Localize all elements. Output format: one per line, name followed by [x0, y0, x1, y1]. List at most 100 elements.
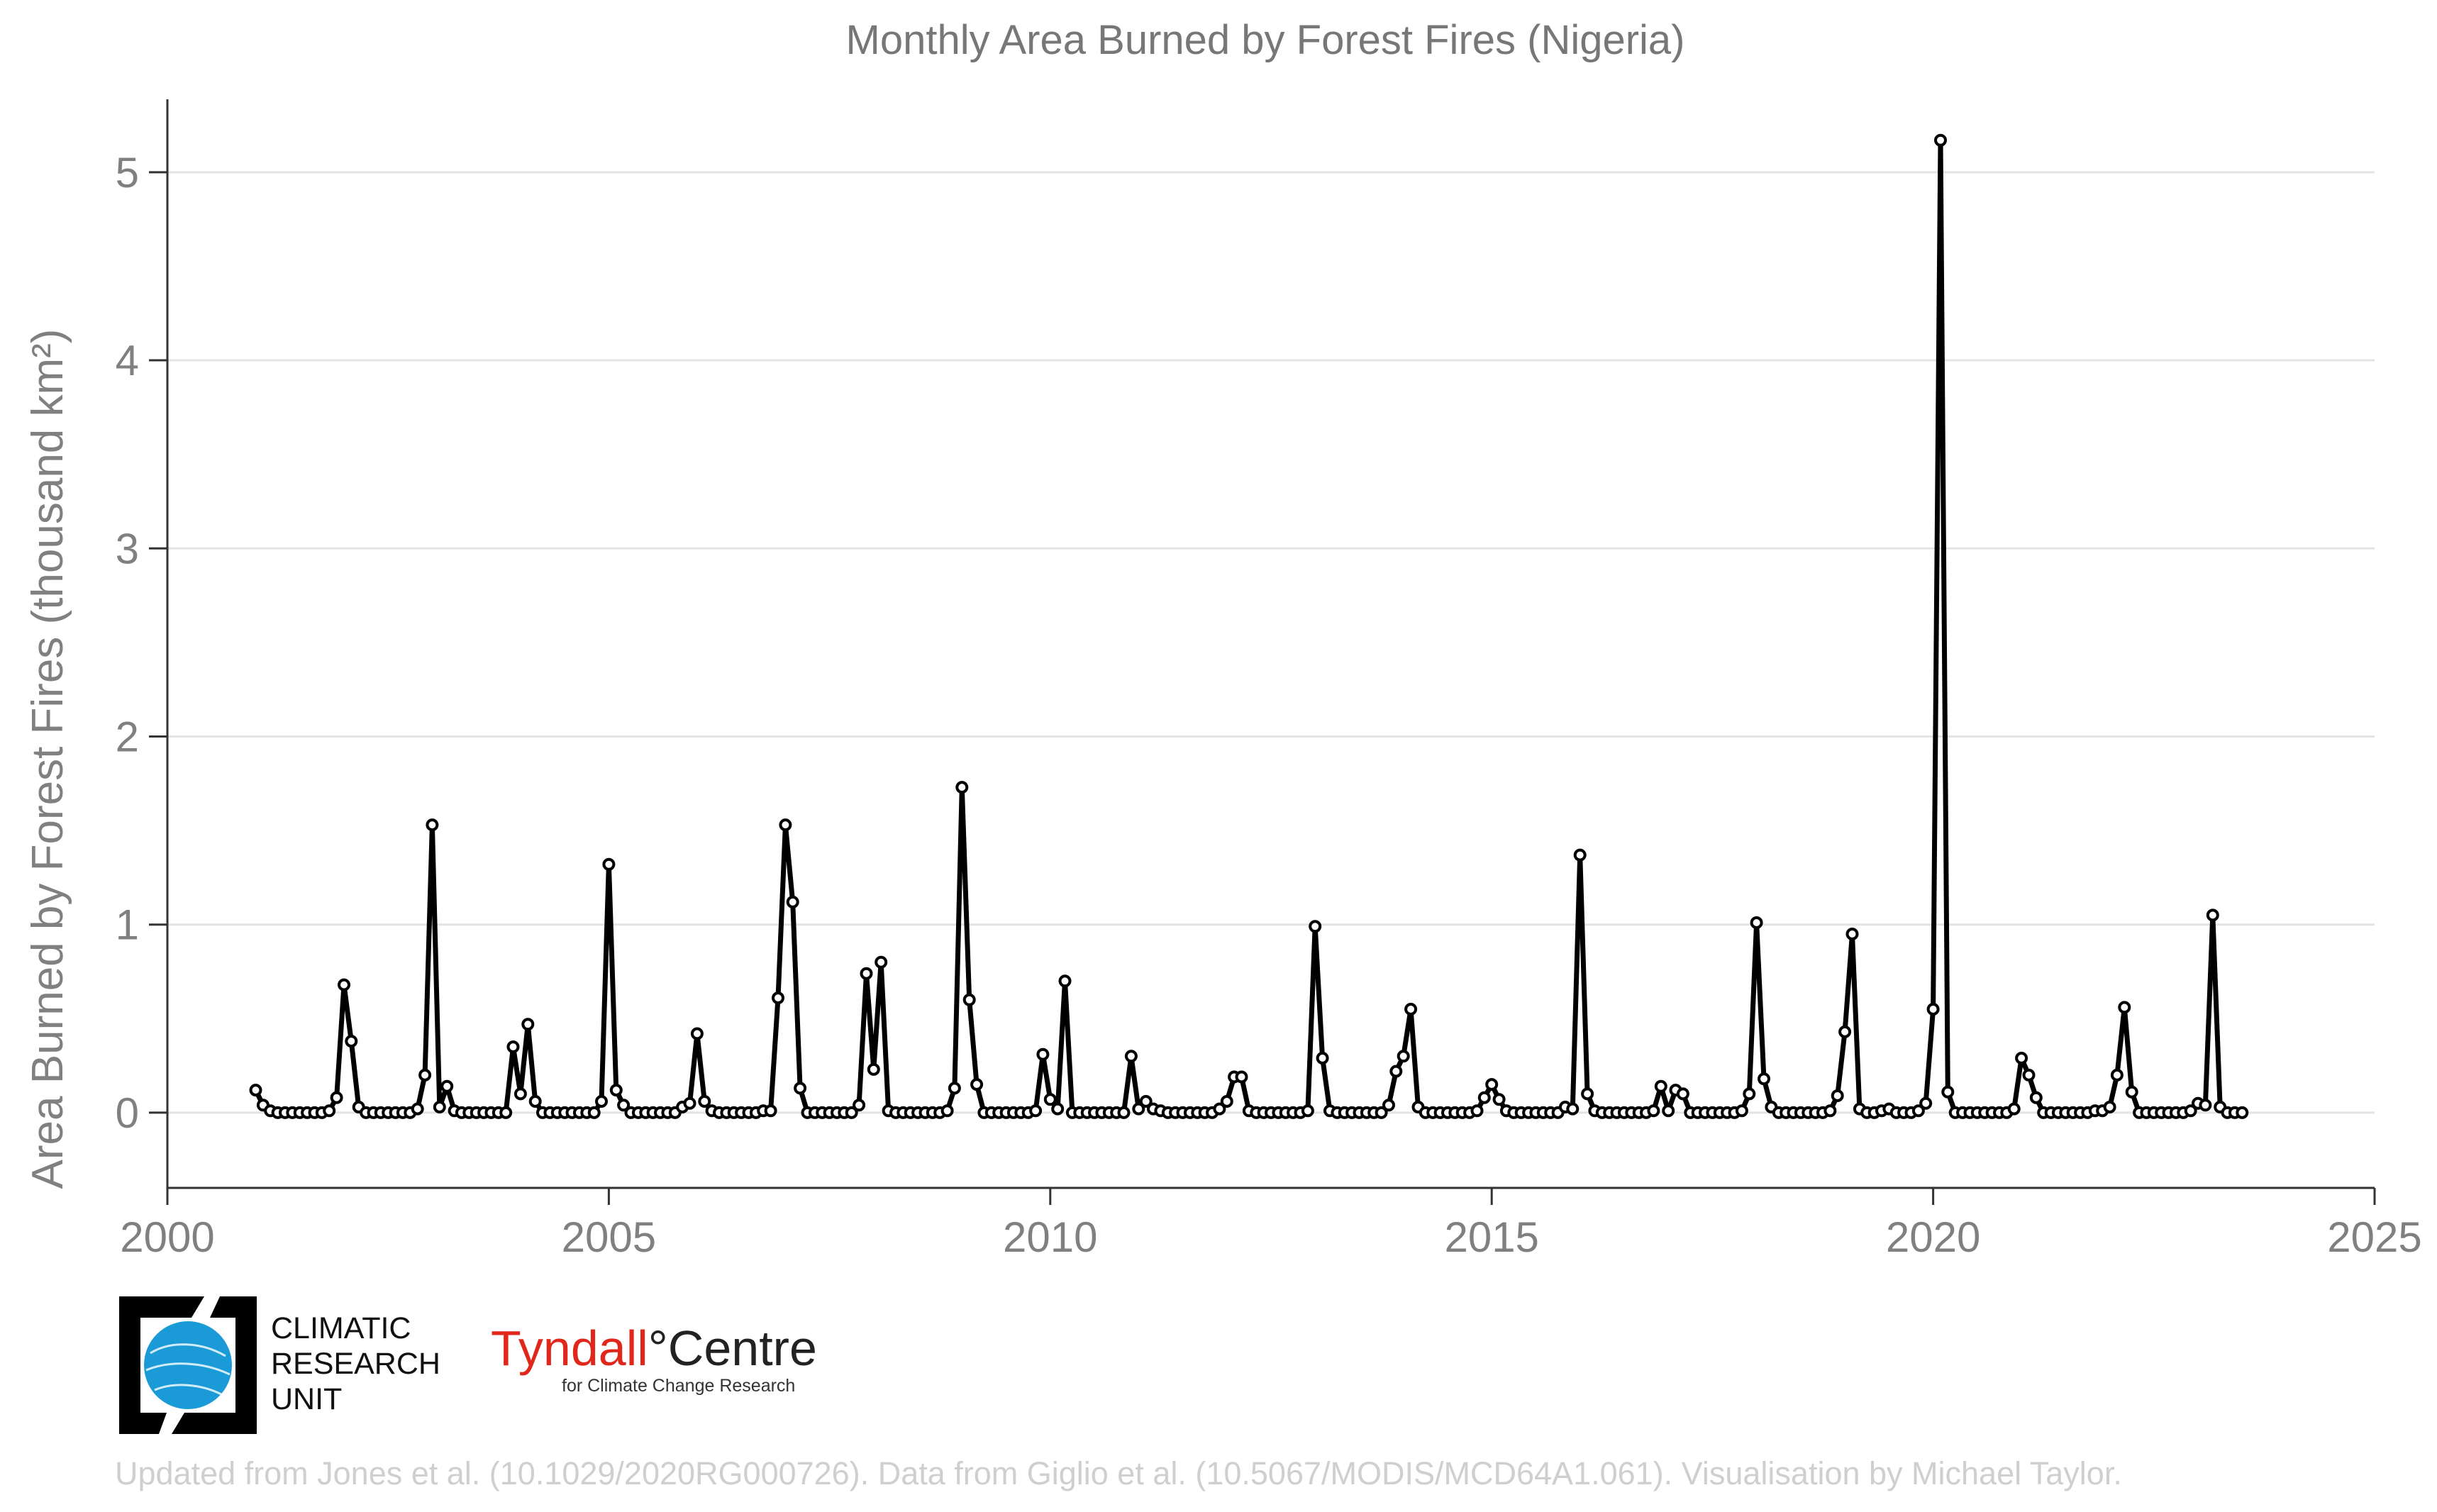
tyndall-name: Tyndall	[491, 1321, 648, 1376]
data-point	[1566, 1102, 1580, 1116]
data-point	[2103, 1101, 2116, 1113]
gridlines	[167, 171, 2375, 1114]
data-point	[2029, 1091, 2043, 1104]
data-point	[1477, 1091, 1491, 1104]
data-point	[418, 1068, 432, 1082]
data-point	[2184, 1104, 2197, 1118]
y-tick-label: 2	[116, 713, 139, 760]
data-point	[2007, 1102, 2021, 1116]
data-point	[1919, 1096, 1933, 1110]
y-tick-label: 4	[116, 337, 139, 384]
x-tick-label: 2010	[1003, 1213, 1097, 1261]
data-point	[1485, 1078, 1499, 1091]
chart-area: Monthly Area Burned by Forest Fires (Nig…	[23, 17, 2422, 1261]
data-point	[2125, 1085, 2138, 1099]
tyndall-centre: Centre	[667, 1321, 817, 1376]
data-point	[1382, 1099, 1395, 1112]
x-tick-label: 2015	[1444, 1213, 1538, 1261]
data-point	[1941, 1085, 1955, 1099]
data-point	[962, 993, 976, 1006]
data-point	[764, 1104, 777, 1118]
y-tick-label: 0	[116, 1089, 139, 1137]
data-point	[1838, 1025, 1852, 1038]
data-point	[1029, 1104, 1043, 1118]
data-point	[1117, 1106, 1131, 1119]
data-point	[2110, 1068, 2124, 1082]
axes: 0 1 2 3 4 5 2000 2005 2010 2015 2020 2025	[116, 99, 2422, 1261]
data-point	[2015, 1052, 2028, 1064]
data-point	[2022, 1068, 2036, 1082]
data-point	[970, 1078, 984, 1091]
series-layer	[253, 138, 2243, 1116]
data-point	[1124, 1050, 1138, 1063]
data-point	[2199, 1099, 2212, 1112]
cru-logo	[119, 1296, 257, 1434]
data-point	[1309, 920, 1322, 933]
data-point	[1301, 1104, 1314, 1118]
data-point	[1926, 1003, 1940, 1016]
data-point	[426, 818, 439, 832]
data-point	[1743, 1087, 1756, 1101]
data-point	[845, 1106, 858, 1119]
data-point	[521, 1018, 535, 1031]
data-point	[1389, 1064, 1403, 1078]
data-point	[1132, 1102, 1145, 1116]
data-point	[1316, 1052, 1329, 1064]
data-point	[690, 1027, 704, 1040]
x-tick-label: 2005	[562, 1213, 656, 1261]
data-point	[1676, 1087, 1689, 1101]
data-point	[683, 1096, 696, 1110]
data-point	[860, 967, 873, 980]
data-point	[1404, 1003, 1418, 1016]
data-point	[528, 1095, 542, 1108]
data-point	[2236, 1106, 2249, 1119]
data-point	[1220, 1095, 1233, 1108]
data-point	[1654, 1079, 1667, 1093]
data-point	[1492, 1093, 1506, 1106]
data-point	[602, 857, 616, 871]
data-point	[1139, 1095, 1153, 1108]
data-point	[1235, 1070, 1248, 1084]
data-point	[1911, 1104, 1925, 1118]
data-point	[853, 1099, 866, 1112]
data-point	[779, 818, 792, 832]
y-tick-label: 5	[116, 149, 139, 196]
data-point	[514, 1087, 527, 1101]
x-tick-label: 2020	[1886, 1213, 1980, 1261]
tyndall-wordmark: Tyndall°Centre	[491, 1321, 817, 1376]
data-point	[1058, 974, 1072, 988]
data-point	[506, 1040, 520, 1054]
data-point	[1934, 133, 1947, 147]
data-point	[323, 1104, 336, 1118]
cru-line-1: CLIMATIC	[271, 1311, 411, 1345]
data-point	[1831, 1089, 1844, 1102]
data-point	[940, 1104, 954, 1118]
data-point	[772, 991, 784, 1005]
data-point	[595, 1095, 608, 1108]
chart-title: Monthly Area Burned by Forest Fires (Nig…	[846, 17, 1685, 63]
data-point	[786, 895, 799, 908]
data-point	[338, 978, 350, 991]
tyndall-degree: °	[648, 1321, 668, 1376]
data-point	[1043, 1093, 1057, 1106]
x-tick-label: 2000	[120, 1213, 214, 1261]
data-point	[1823, 1104, 1837, 1118]
data-point	[1375, 1106, 1388, 1119]
y-tick-label: 3	[116, 525, 139, 572]
data-point	[440, 1079, 454, 1093]
data-point	[1845, 928, 1859, 940]
data-point	[1758, 1072, 1770, 1086]
data-point	[867, 1062, 880, 1076]
data-point	[948, 1082, 961, 1095]
data-point	[955, 781, 969, 794]
data-point	[1750, 916, 1763, 929]
series-line	[253, 138, 2243, 1116]
data-point	[1735, 1104, 1748, 1118]
data-point	[698, 1095, 711, 1108]
data-point	[794, 1082, 807, 1095]
y-axis-label: Area Burned by Forest Fires (thousand km…	[23, 329, 72, 1189]
data-point	[1470, 1104, 1484, 1118]
tyndall-subtitle: for Climate Change Research	[562, 1376, 796, 1396]
data-point	[2118, 1001, 2131, 1014]
data-point	[587, 1106, 601, 1119]
